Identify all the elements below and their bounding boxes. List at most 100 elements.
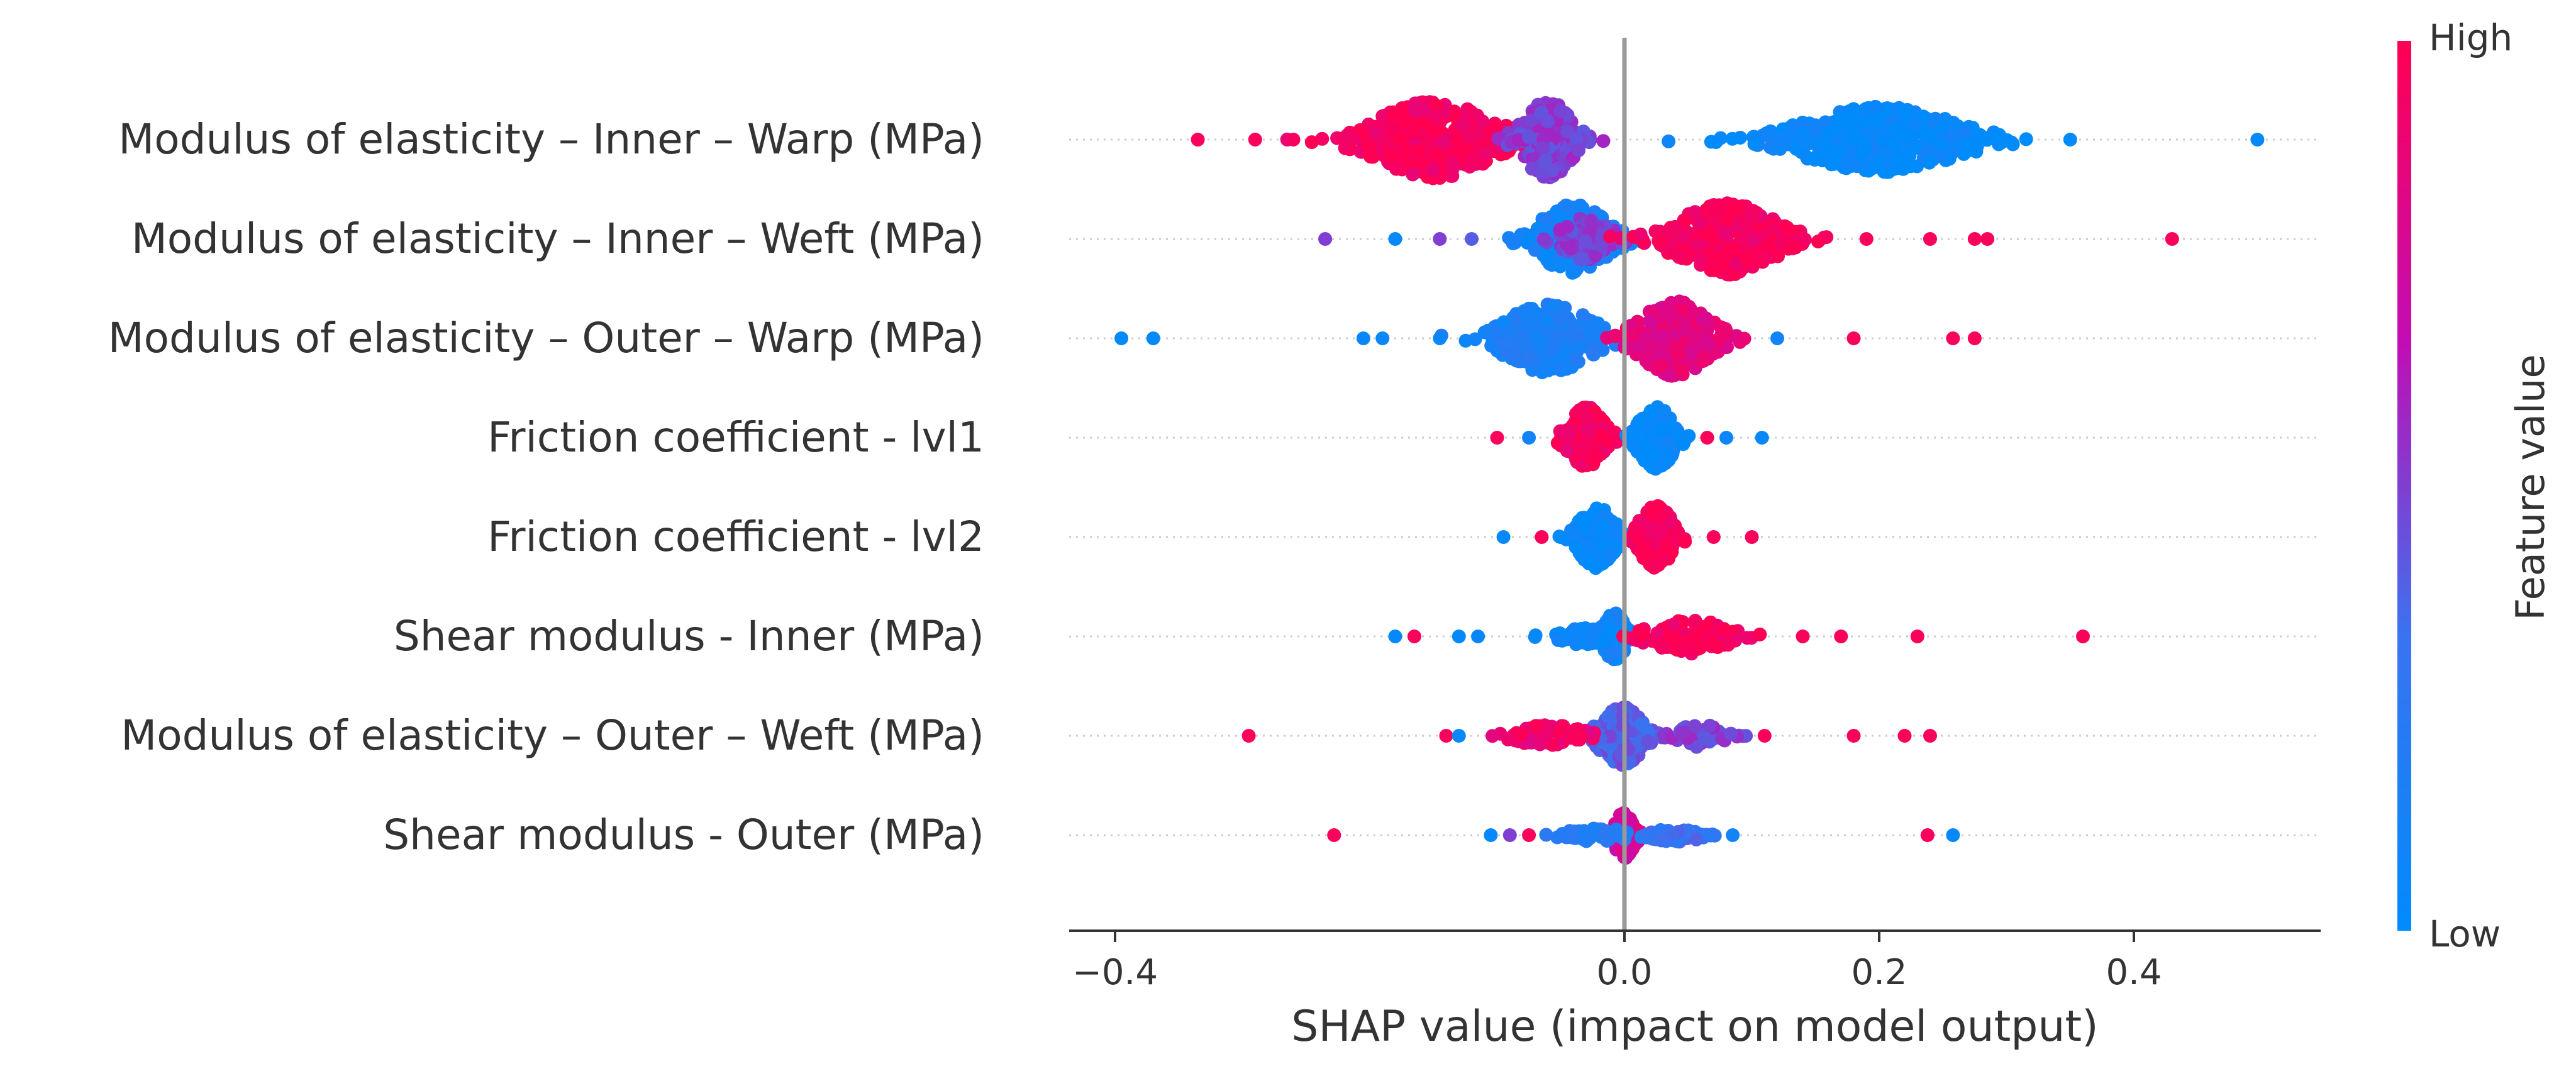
data-point bbox=[1886, 135, 1901, 150]
data-point bbox=[1502, 828, 1517, 842]
data-point bbox=[1433, 331, 1447, 345]
data-point bbox=[1648, 224, 1663, 238]
data-point bbox=[1521, 351, 1536, 365]
data-point bbox=[1394, 103, 1408, 118]
data-point bbox=[1555, 827, 1569, 841]
data-point bbox=[1946, 828, 1960, 842]
data-point bbox=[1436, 135, 1450, 149]
data-point bbox=[1468, 332, 1482, 347]
data-point bbox=[1868, 99, 1882, 114]
data-point bbox=[1576, 252, 1590, 266]
data-point bbox=[1533, 737, 1547, 752]
data-point bbox=[1899, 128, 1914, 143]
data-point bbox=[1643, 404, 1658, 418]
data-point bbox=[1655, 832, 1669, 846]
data-point bbox=[1393, 131, 1407, 145]
data-point bbox=[1639, 354, 1653, 369]
data-point bbox=[1522, 130, 1536, 144]
data-point bbox=[1845, 131, 1860, 146]
data-point bbox=[1646, 445, 1660, 459]
data-point bbox=[1388, 232, 1402, 246]
data-point bbox=[1399, 142, 1413, 157]
row-guides bbox=[1069, 138, 2321, 836]
data-point bbox=[1631, 524, 1645, 539]
data-point bbox=[1593, 548, 1607, 563]
data-point bbox=[1664, 514, 1679, 529]
data-point bbox=[1648, 558, 1663, 572]
data-point bbox=[1609, 527, 1623, 541]
data-point bbox=[1680, 430, 1694, 445]
data-point bbox=[1545, 738, 1560, 752]
data-point bbox=[1580, 434, 1595, 448]
data-point bbox=[1463, 154, 1478, 169]
data-point bbox=[1694, 258, 1708, 272]
data-point bbox=[1840, 155, 1854, 170]
data-point bbox=[1633, 227, 1648, 241]
data-point bbox=[1535, 530, 1549, 544]
data-point bbox=[1942, 152, 1957, 166]
data-point bbox=[1497, 315, 1511, 330]
data-point bbox=[1389, 162, 1404, 176]
data-point bbox=[1713, 131, 1728, 145]
x-axis-label: SHAP value (impact on model output) bbox=[1291, 1002, 2098, 1051]
data-point bbox=[1538, 212, 1552, 226]
data-point bbox=[1569, 262, 1584, 277]
x-tick-label: 0.0 bbox=[1596, 952, 1652, 993]
data-point bbox=[1539, 153, 1553, 167]
data-point bbox=[1829, 115, 1844, 129]
data-point bbox=[1689, 832, 1704, 846]
data-point bbox=[1580, 833, 1594, 847]
data-point bbox=[1725, 131, 1740, 146]
data-point bbox=[1528, 327, 1543, 341]
data-point bbox=[1407, 104, 1422, 118]
data-point bbox=[1707, 213, 1722, 228]
data-point bbox=[1528, 243, 1542, 257]
data-point bbox=[1650, 626, 1665, 640]
data-point bbox=[1843, 121, 1858, 136]
data-point bbox=[1704, 828, 1718, 843]
data-point bbox=[1662, 134, 1676, 148]
data-point bbox=[1601, 434, 1615, 448]
data-point bbox=[1439, 729, 1453, 743]
data-point bbox=[1585, 345, 1600, 359]
data-point bbox=[1338, 141, 1352, 155]
data-point bbox=[1653, 358, 1668, 373]
data-point bbox=[1581, 424, 1596, 438]
data-point bbox=[1479, 146, 1493, 160]
data-point bbox=[1721, 213, 1735, 228]
data-point bbox=[1536, 232, 1551, 247]
data-point bbox=[1554, 311, 1568, 326]
data-point bbox=[1675, 231, 1690, 245]
data-point bbox=[1643, 341, 1657, 355]
data-point bbox=[1707, 263, 1722, 277]
data-point bbox=[1731, 199, 1746, 214]
data-point bbox=[1717, 622, 1731, 636]
data-point bbox=[1428, 109, 1443, 123]
data-point bbox=[1830, 145, 1845, 159]
data-point bbox=[1665, 424, 1680, 438]
data-point bbox=[1923, 729, 1937, 743]
data-point bbox=[1681, 823, 1696, 838]
data-point bbox=[1553, 223, 1567, 237]
data-point bbox=[1770, 331, 1784, 345]
data-point bbox=[1701, 618, 1716, 632]
data-point bbox=[1605, 711, 1619, 726]
data-point bbox=[1522, 828, 1536, 842]
data-point bbox=[1780, 128, 1794, 143]
data-point bbox=[1656, 329, 1670, 343]
data-point bbox=[1640, 830, 1654, 845]
data-point bbox=[1582, 555, 1596, 570]
data-point bbox=[1700, 431, 1714, 445]
data-point bbox=[1588, 248, 1602, 263]
data-point bbox=[1524, 162, 1539, 176]
data-point bbox=[1880, 101, 1894, 115]
data-point bbox=[1484, 338, 1499, 353]
data-point bbox=[1452, 729, 1466, 743]
data-point bbox=[1668, 220, 1683, 235]
data-point bbox=[1569, 131, 1584, 146]
data-point bbox=[1656, 306, 1670, 321]
data-point bbox=[1739, 252, 1753, 267]
data-point bbox=[1677, 641, 1692, 656]
data-point bbox=[1763, 124, 1778, 138]
data-point bbox=[1773, 141, 1787, 156]
